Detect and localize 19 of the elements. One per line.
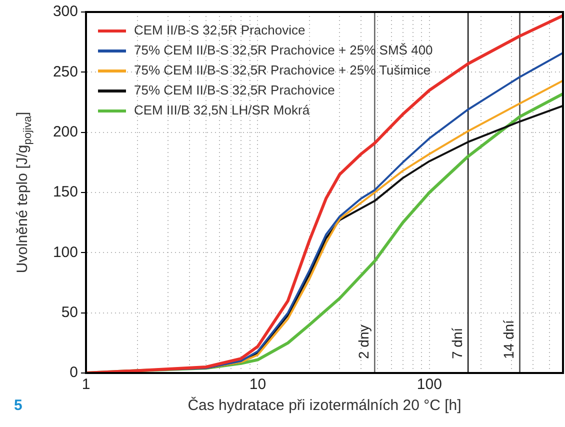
text: 5 (14, 397, 22, 414)
y-tick-label: 200 (52, 123, 78, 140)
y-tick-label: 100 (52, 244, 78, 261)
y-tick-label: 250 (52, 63, 78, 80)
x-axis-title: Čas hydratace při izotermálních 20 °C [h] (188, 396, 462, 414)
ref-line-label: 7 dní (448, 328, 465, 359)
y-tick-label: 150 (52, 184, 78, 201)
x-tick-label: 10 (249, 376, 266, 394)
ref-line-label: 14 dní (500, 320, 517, 359)
y-tick-label: 50 (61, 304, 78, 321)
ref-line-label: 2 dny (356, 324, 372, 359)
x-tick-label: 1 (82, 376, 90, 394)
legend-label: CEM III/B 32,5N LH/SR Mokrá (134, 102, 310, 118)
y-axis-title: Uvolněné teplo [J/gpojiva] (14, 112, 34, 274)
legend-label: CEM II/B-S 32,5R Prachovice (134, 22, 306, 38)
x-tick-label: 100 (416, 376, 442, 394)
y-tick-label: 0 (70, 364, 78, 382)
legend-label: 75% CEM II/B-S 32,5R Prachovice (134, 82, 335, 98)
y-tick-label: 300 (52, 3, 78, 20)
